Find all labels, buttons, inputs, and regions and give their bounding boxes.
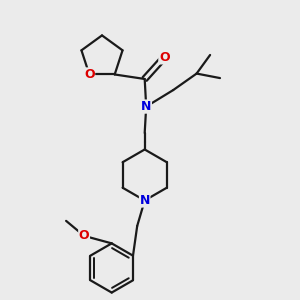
- Text: N: N: [141, 100, 152, 113]
- Text: O: O: [79, 230, 89, 242]
- Text: N: N: [140, 194, 150, 207]
- Text: O: O: [84, 68, 94, 81]
- Text: O: O: [159, 51, 169, 64]
